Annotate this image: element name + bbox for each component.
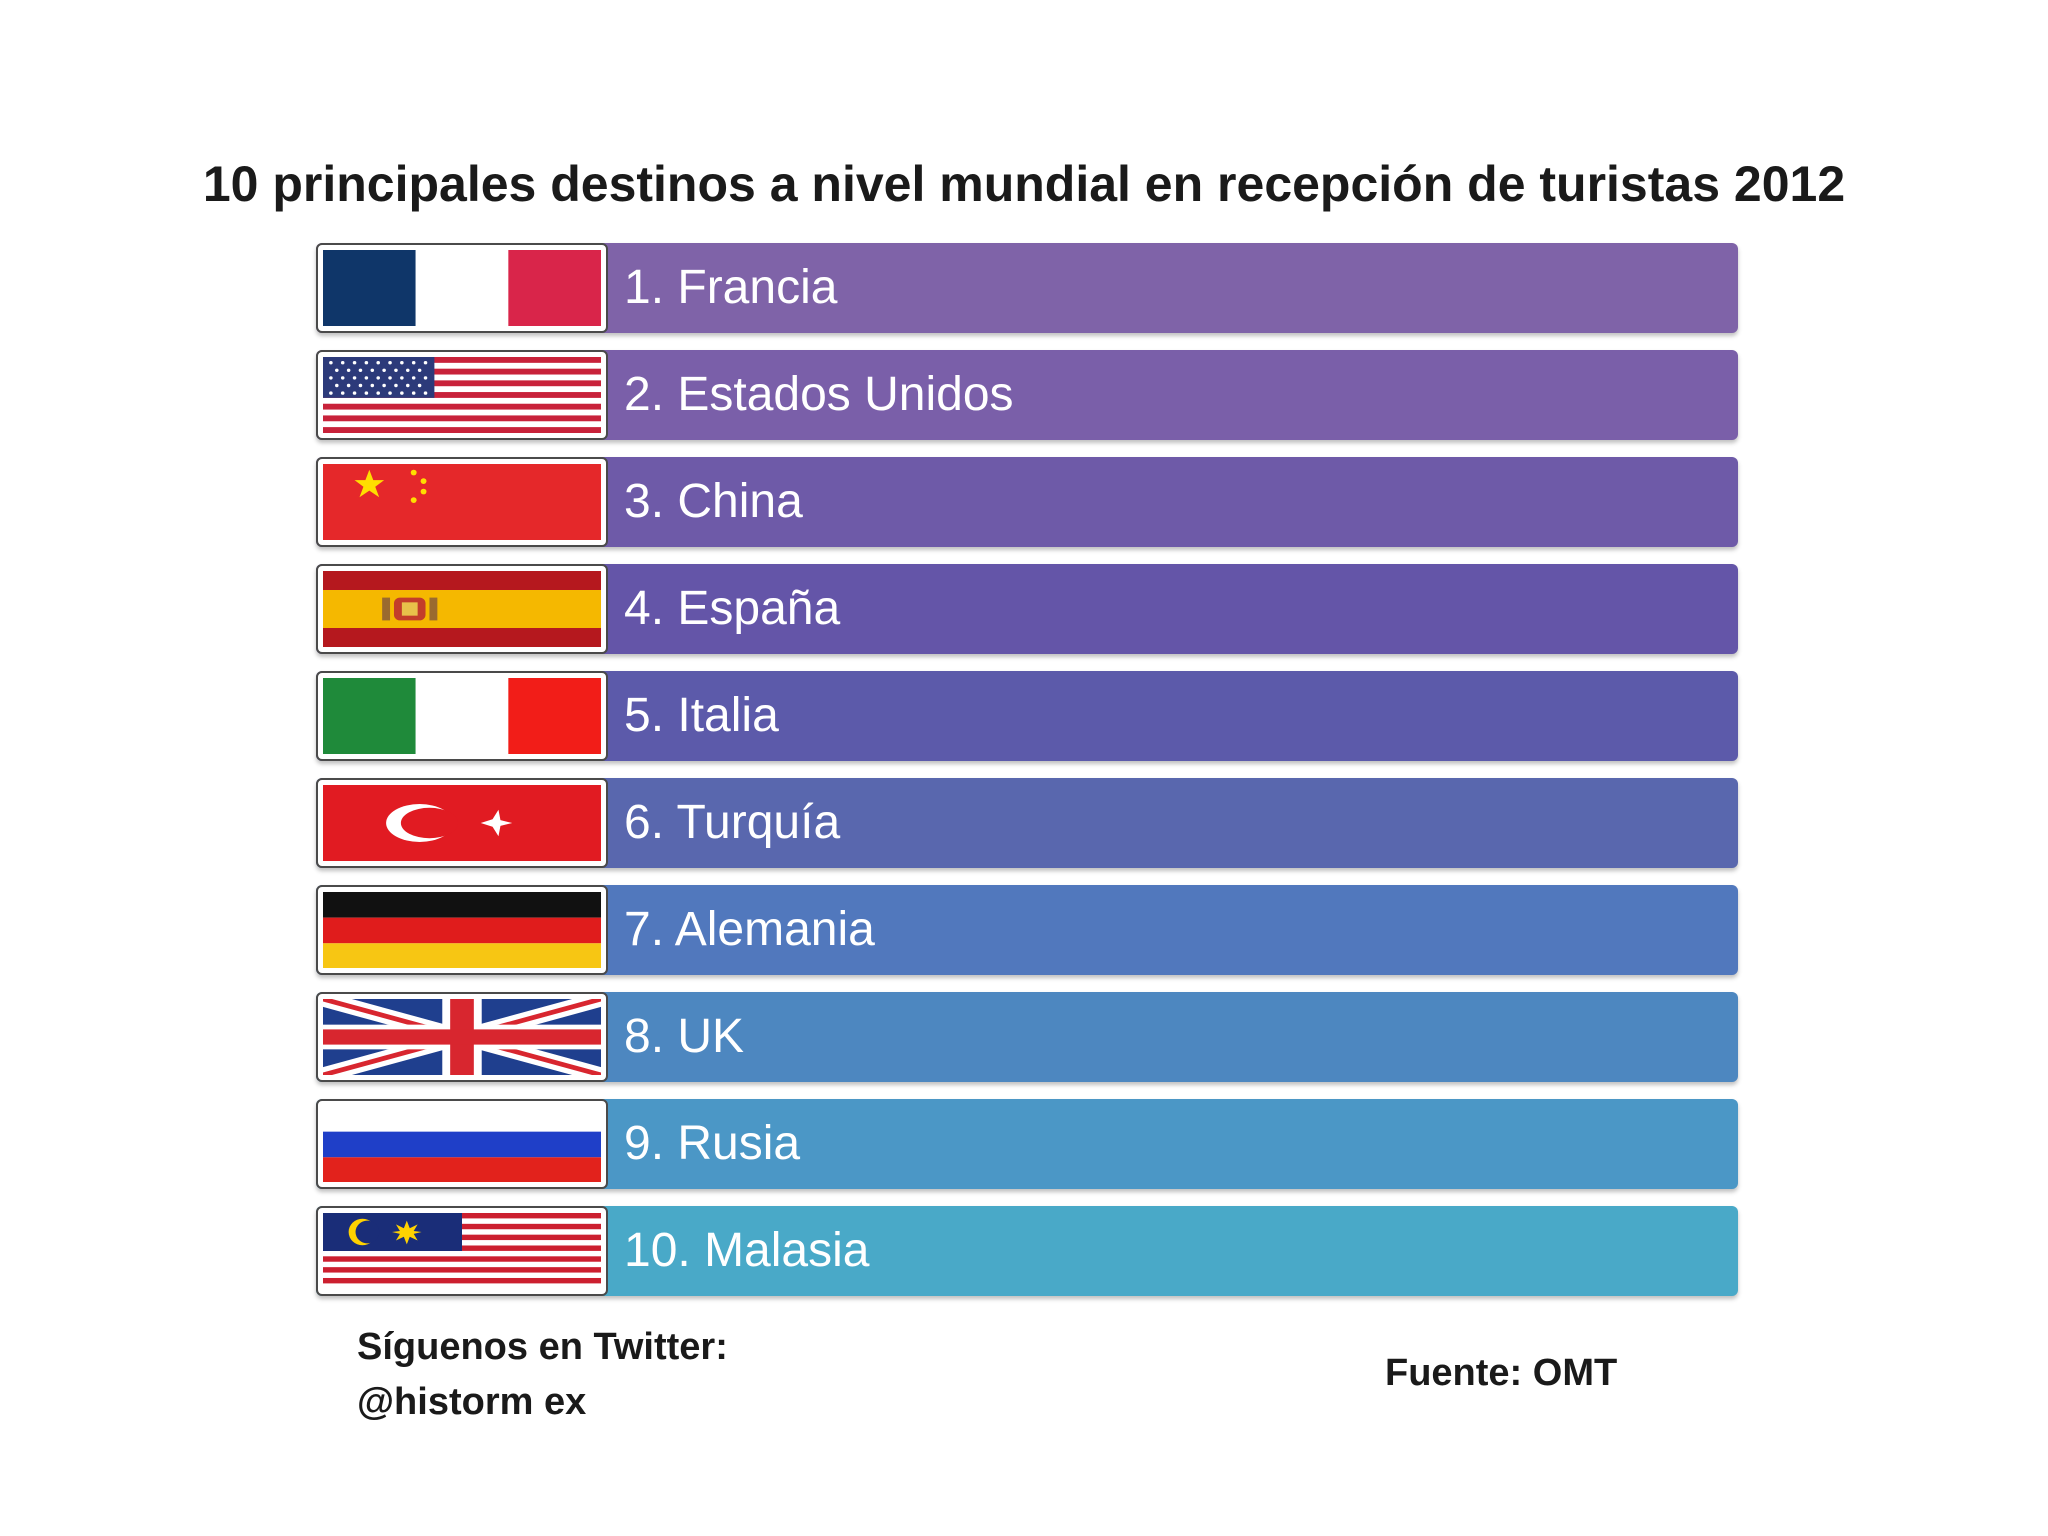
twitter-line-1: Síguenos en Twitter:	[357, 1326, 728, 1368]
twitter-credit: Síguenos en Twitter: @historm ex	[357, 1320, 728, 1430]
france-flag-icon	[316, 243, 608, 333]
malaysia-flag-icon	[316, 1206, 608, 1296]
destination-row-germany: 7. Alemania	[316, 885, 1738, 975]
destination-row-turkey: 6. Turquía	[316, 778, 1738, 868]
destination-label: 2. Estados Unidos	[624, 368, 1014, 421]
page-title: 10 principales destinos a nivel mundial …	[202, 156, 1846, 212]
source-credit: Fuente: OMT	[1385, 1352, 1618, 1394]
italy-flag-icon	[316, 671, 608, 761]
destination-label: 9. Rusia	[624, 1117, 801, 1170]
destinations-list: 1. Francia	[316, 243, 1738, 1313]
destination-row-italy: 5. Italia	[316, 671, 1738, 761]
destination-label: 8. UK	[624, 1010, 745, 1063]
destination-row-russia: 9. Rusia	[316, 1099, 1738, 1189]
destination-row-spain: 4. España	[316, 564, 1738, 654]
destination-label: 10. Malasia	[624, 1224, 870, 1277]
destination-label: 1. Francia	[624, 261, 838, 314]
destination-label: 7. Alemania	[624, 903, 875, 956]
spain-flag-icon	[316, 564, 608, 654]
destination-label: 4. España	[624, 582, 841, 635]
uk-flag-icon	[316, 992, 608, 1082]
destination-row-uk: 8. UK	[316, 992, 1738, 1082]
twitter-handle: @historm ex	[357, 1381, 587, 1423]
china-flag-icon	[316, 457, 608, 547]
destination-label: 6. Turquía	[624, 796, 841, 849]
russia-flag-icon	[316, 1099, 608, 1189]
destination-row-france: 1. Francia	[316, 243, 1738, 333]
usa-flag-icon	[316, 350, 608, 440]
destination-label: 3. China	[624, 475, 803, 528]
destination-row-china: 3. China	[316, 457, 1738, 547]
germany-flag-icon	[316, 885, 608, 975]
turkey-flag-icon	[316, 778, 608, 868]
destination-label: 5. Italia	[624, 689, 779, 742]
destination-row-usa: 2. Estados Unidos	[316, 350, 1738, 440]
destination-row-malaysia: 10. Malasia	[316, 1206, 1738, 1296]
